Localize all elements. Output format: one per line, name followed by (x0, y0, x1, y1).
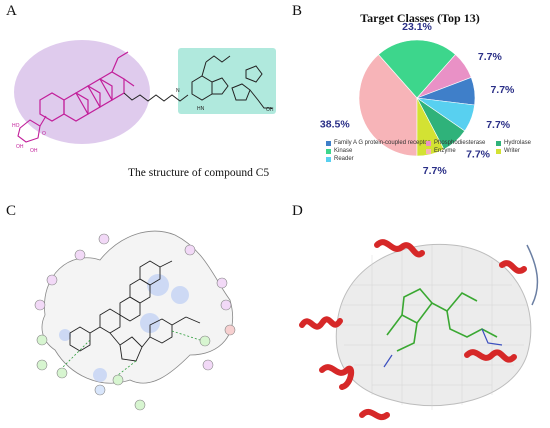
docking-pose-panel (292, 205, 550, 423)
ligand-skeleton (69, 260, 201, 362)
legend-swatch (326, 156, 331, 162)
docking-pose-render (299, 239, 539, 420)
nucleoside-highlight (178, 48, 276, 114)
triterpene-highlight (14, 40, 150, 144)
hydrogen-bonds (61, 330, 201, 376)
legend-swatch (496, 148, 501, 154)
oh-label: OH (16, 144, 24, 150)
helix-ribbons (299, 239, 527, 420)
pie-slice-label: 7.7% (486, 119, 511, 131)
o-label: O (42, 131, 46, 137)
chart-title: Target Classes (Top 13) (360, 11, 480, 25)
legend-item: Kinase (326, 148, 352, 154)
ligand-sticks (386, 288, 498, 352)
chart-legend: Family A G protein-coupled receptor Phosp… (326, 140, 548, 170)
legend-label: Family A G protein-coupled receptor (334, 140, 430, 146)
legend-item: Enzyme (426, 148, 456, 154)
legend-item: Hydrolase (496, 140, 531, 146)
sugar-ring (17, 115, 47, 143)
legend-swatch (326, 140, 331, 146)
oh-label: OH (266, 107, 274, 113)
legend-item: Family A G protein-coupled receptor (326, 140, 430, 146)
legend-swatch (426, 140, 431, 146)
legend-label: Hydrolase (504, 140, 532, 146)
pie-slice-label: 38.5% (320, 119, 350, 131)
oh-label: OH (30, 148, 38, 154)
ligand-interaction-diagram (34, 230, 236, 411)
panel-letter-a: A (6, 3, 17, 19)
legend-label: Writer (504, 148, 520, 154)
pie-slice-label: 7.7% (466, 148, 491, 160)
residue-circles (34, 233, 236, 411)
solvent-exposure-halos (59, 274, 189, 382)
pie-slice-enzyme (358, 54, 418, 157)
legend-swatch (426, 148, 431, 154)
oh-label: HO (12, 123, 20, 129)
compound-structure-drawing: HO OH OH O N OH HN (12, 40, 276, 154)
compound-structure-panel: HO OH OH O N OH HN The structure of comp… (0, 0, 285, 200)
legend-label: Reader (334, 156, 354, 162)
compound-caption: The structure of compound C5 (128, 167, 270, 179)
peg-linker (123, 55, 272, 109)
panel-letter-b: B (292, 3, 303, 19)
legend-item: Phosphodiesterase (426, 140, 485, 146)
n-label: N (176, 88, 180, 94)
triterpene-skeleton (39, 51, 135, 122)
legend-item: Writer (496, 148, 520, 154)
legend-label: Enzyme (434, 148, 456, 154)
pie-slice-label: 7.7% (478, 51, 503, 63)
legend-item: Reader (326, 156, 354, 162)
pie-slice-label: 7.7% (490, 84, 515, 96)
legend-swatch (326, 148, 331, 154)
legend-label: Kinase (334, 148, 353, 154)
pie-slice-kinase (378, 39, 456, 99)
pie-slice-label: 7.7% (423, 165, 448, 177)
interaction-diagram-panel (0, 205, 285, 423)
panel-letter-c: C (6, 203, 17, 219)
nitrogen-atoms (383, 328, 503, 368)
binding-pocket-outline (41, 230, 233, 384)
pie-slice-label: 23.1% (402, 21, 432, 33)
pie-chart: 38.5% 23.1% 7.7% 7.7% 7.7% 7.7% 7.7% (320, 21, 515, 177)
legend-label: Phosphodiesterase (434, 140, 486, 146)
panel-letter-d: D (292, 203, 303, 219)
legend-swatch (496, 140, 501, 146)
loop-coil (526, 244, 539, 306)
nh-label: HN (197, 106, 205, 112)
pie-slice-writer (416, 97, 445, 157)
